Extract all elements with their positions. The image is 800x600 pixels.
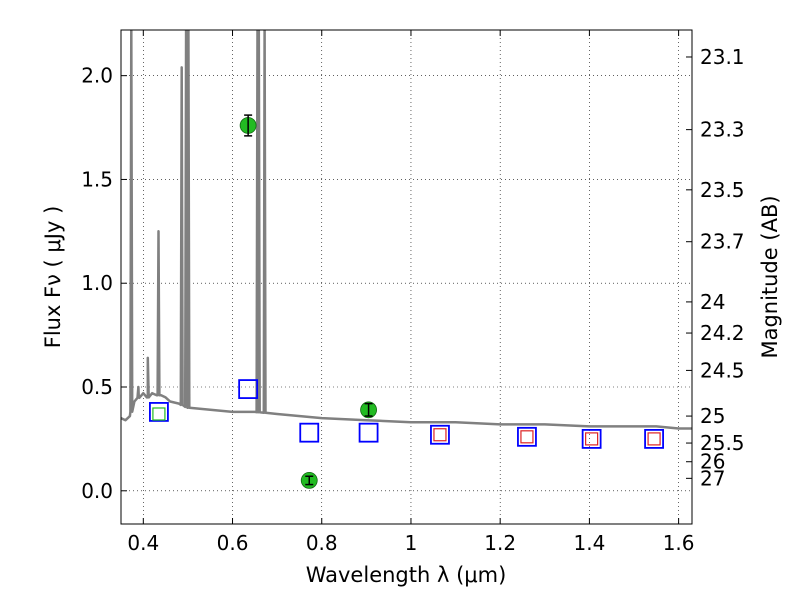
x-axis: 0.4 0.6 0.8 1 1.2 1.4 1.6 [127,30,695,555]
model-band-inner-square [433,428,447,442]
x-tick-label: 0.6 [217,531,249,555]
plot-frame [120,29,693,525]
x-axis-label: Wavelength λ (μm) [306,563,507,587]
model-band-square [149,402,169,422]
model-band-square [517,426,537,447]
magnitude-tick-label: 23.1 [700,45,745,69]
magnitude-tick-label: 24.5 [700,358,745,382]
model-band-square [644,428,664,449]
y-axis: 0.0 0.5 1.0 1.5 2.0 [81,64,127,503]
magnitude-tick-label: 27 [700,466,725,490]
y-tick-label: 0.5 [81,375,113,399]
magnitude-axis-label: Magnitude (AB) [758,195,782,358]
magnitude-tick-label: 25 [700,404,725,428]
grid [121,30,692,524]
magnitude-tick-label: 25.5 [700,431,745,455]
x-tick-label: 0.4 [127,531,159,555]
magnitude-tick-label: 23.3 [700,118,745,142]
x-tick-label: 1.6 [663,531,695,555]
y-axis-label: Flux Fν ( μJy ) [41,206,65,349]
x-tick-label: 1 [405,531,418,555]
model-band-square [358,422,379,443]
model-band-inner-square [647,432,661,446]
y-tick-label: 1.0 [81,271,113,295]
x-tick-label: 1.4 [573,531,605,555]
model-spectrum-line [121,30,692,430]
model-band-square [430,424,450,445]
y-tick-label: 1.5 [81,167,113,191]
magnitude-tick-label: 24.2 [700,321,745,345]
model-band-inner-square [585,432,599,446]
magnitude-tick-label: 26 [700,450,725,474]
x-tick-label: 1.2 [484,531,516,555]
y-tick-label: 0.0 [81,479,113,503]
model-band-inner-square [152,407,166,421]
magnitude-tick-label: 24 [700,290,725,314]
model-band-square [299,422,320,443]
plot-area [121,30,692,489]
model-band-square [581,428,602,449]
magnitude-tick-label: 23.7 [700,230,745,254]
model-band-inner-square [520,430,534,444]
x-tick-label: 0.8 [306,531,338,555]
model-band-square [238,379,259,399]
magnitude-tick-label: 23.5 [700,178,745,202]
y-tick-label: 2.0 [81,64,113,88]
